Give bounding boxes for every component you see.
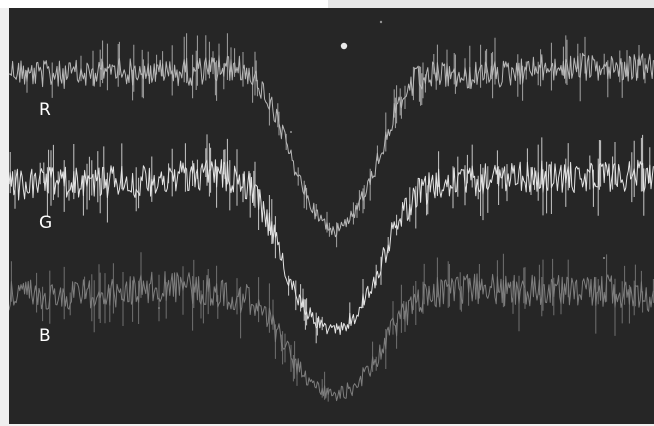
- background-star: [158, 307, 160, 309]
- series-label-r: R: [39, 100, 51, 120]
- series-b-trace: [9, 252, 654, 402]
- series-g-trace: [9, 134, 654, 344]
- background-star: [340, 42, 348, 50]
- series-label-b: B: [39, 326, 51, 346]
- light-curve-chart: [9, 20, 654, 402]
- plot-area: R G B: [9, 8, 654, 424]
- series-r-trace: [9, 33, 654, 248]
- background-star: [379, 20, 383, 24]
- background-star: [603, 257, 605, 259]
- background-star: [290, 131, 292, 133]
- series-g-error-bars: [9, 134, 651, 344]
- series-r-line: [9, 52, 654, 238]
- series-g-line: [9, 159, 654, 335]
- top-strip-gray: [328, 0, 654, 8]
- top-strip: [0, 0, 654, 8]
- series-b-error-bars: [10, 252, 654, 402]
- series-label-g: G: [39, 213, 53, 233]
- series-b-line: [9, 271, 654, 402]
- series-r-error-bars: [26, 33, 646, 248]
